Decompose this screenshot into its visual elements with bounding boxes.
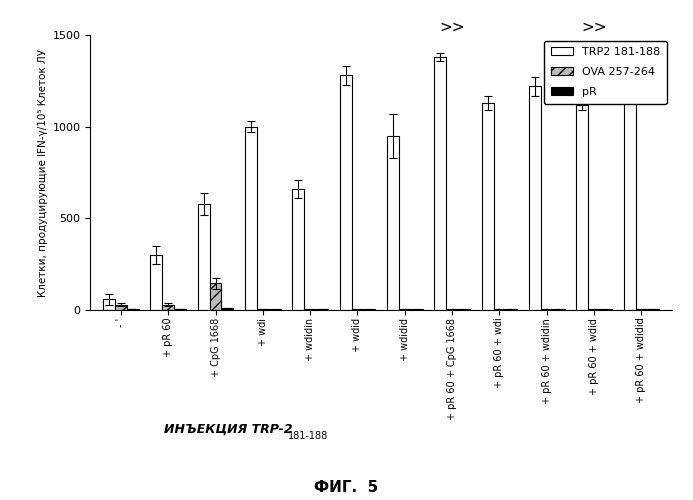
Bar [624, 57, 635, 310]
Bar [351, 309, 363, 310]
Bar [435, 57, 446, 310]
Bar [304, 309, 316, 310]
Text: >>: >> [439, 20, 465, 35]
Text: >>: >> [581, 20, 607, 35]
Bar [340, 76, 351, 310]
Bar [493, 309, 505, 310]
Legend: TRP2 181-188, OVA 257-264, pR: TRP2 181-188, OVA 257-264, pR [544, 40, 667, 104]
Bar [115, 304, 127, 310]
Bar [150, 255, 162, 310]
Bar [635, 309, 647, 310]
Bar [446, 309, 458, 310]
Bar [162, 304, 174, 310]
Bar [292, 189, 304, 310]
Bar [399, 309, 411, 310]
Text: ФИГ.  5: ФИГ. 5 [315, 480, 378, 495]
Bar [257, 309, 269, 310]
Bar [103, 299, 115, 310]
Bar [198, 204, 209, 310]
Bar [588, 309, 600, 310]
Bar [387, 136, 399, 310]
Y-axis label: Клетки, продуцирующие IFN-γ/10⁵ Клеток ЛУ: Клетки, продуцирующие IFN-γ/10⁵ Клеток Л… [38, 48, 49, 296]
Text: 181-188: 181-188 [288, 431, 328, 441]
Bar [577, 104, 588, 310]
Bar [174, 309, 186, 310]
Bar [209, 284, 222, 310]
Bar [529, 86, 541, 310]
Bar [127, 309, 139, 310]
Bar [245, 126, 257, 310]
Bar [541, 309, 553, 310]
Bar [222, 308, 234, 310]
Bar [482, 103, 493, 310]
Text: ИНЪЕКЦИЯ TRP-2: ИНЪЕКЦИЯ TRP-2 [164, 422, 293, 436]
